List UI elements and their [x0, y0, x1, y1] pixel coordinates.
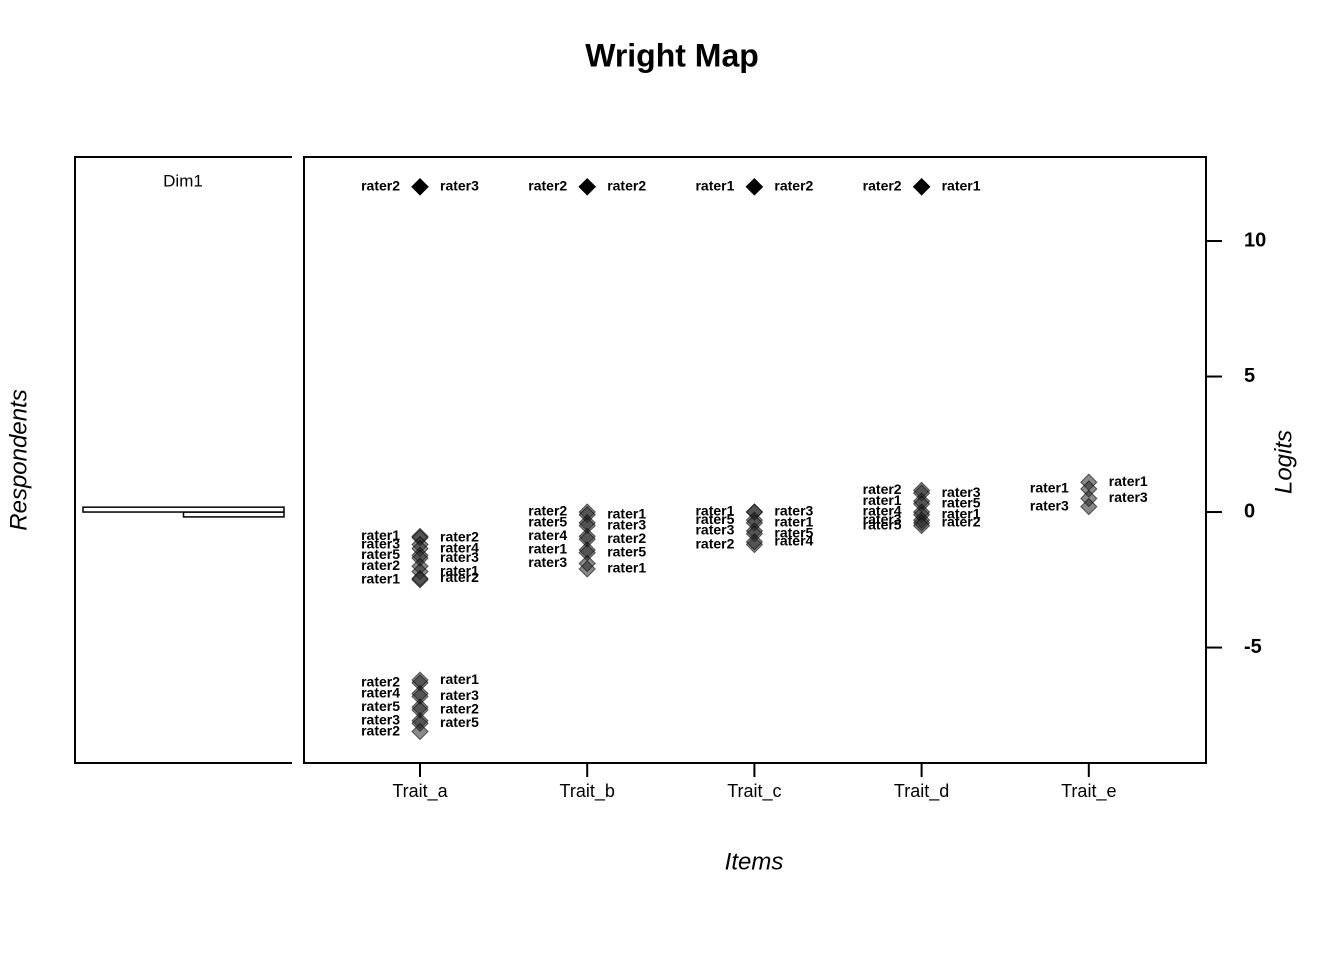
rater-label: rater5 [695, 511, 734, 527]
rater-label: rater3 [528, 554, 567, 570]
rater-label: rater2 [440, 701, 479, 717]
y-axis-label: Logits [1270, 430, 1297, 494]
rater-label: rater3 [440, 549, 479, 565]
threshold-marker [411, 569, 429, 588]
rater-label: rater4 [863, 503, 902, 519]
threshold-marker [745, 533, 764, 551]
rater-label: rater1 [440, 562, 479, 578]
rater-label: rater5 [774, 524, 813, 540]
y-tick-label: 5 [1244, 365, 1255, 387]
x-tick-label: Trait_b [560, 781, 615, 802]
y-tick-label: 10 [1244, 229, 1266, 251]
dimension-label: Dim1 [163, 171, 203, 190]
rater-label: rater2 [607, 178, 646, 194]
respondent-panel-frame [74, 156, 292, 764]
threshold-marker [745, 178, 764, 196]
rater-label: rater3 [1109, 489, 1148, 505]
threshold-marker [578, 178, 596, 196]
rater-label: rater5 [440, 714, 479, 730]
rater-label: rater1 [695, 503, 734, 519]
rater-label: rater5 [528, 514, 567, 530]
rater-label: rater3 [440, 178, 479, 194]
rater-label: rater1 [361, 570, 400, 586]
rater-label: rater2 [942, 514, 981, 530]
rater-label: rater3 [361, 711, 400, 727]
x-tick-label: Trait_e [1061, 781, 1116, 802]
rater-label: rater2 [695, 535, 734, 551]
rater-label: rater2 [440, 569, 479, 585]
rater-label: rater1 [774, 514, 813, 530]
y-tick-label: 0 [1244, 500, 1255, 522]
rater-label: rater1 [607, 560, 646, 576]
rater-label: rater1 [695, 178, 734, 194]
rater-label: rater1 [440, 671, 479, 687]
chart-title: Wright Map [585, 37, 759, 73]
rater-label: rater2 [607, 530, 646, 546]
rater-label: rater4 [528, 527, 567, 543]
rater-label: rater3 [361, 535, 400, 551]
rater-label: rater5 [607, 543, 646, 559]
rater-label: rater3 [440, 687, 479, 703]
rater-label: rater3 [695, 522, 734, 538]
rater-label: rater1 [1030, 480, 1069, 496]
rater-label: rater2 [440, 528, 479, 544]
rater-label: rater2 [528, 503, 567, 519]
threshold-marker [411, 178, 429, 196]
rater-label: rater3 [863, 511, 902, 527]
x-tick-label: Trait_a [392, 781, 448, 802]
rater-label: rater2 [361, 673, 400, 689]
rater-label: rater1 [528, 541, 567, 557]
rater-label: rater4 [440, 539, 479, 555]
rater-label: rater5 [361, 698, 400, 714]
rater-label: rater4 [361, 684, 400, 700]
rater-label: rater2 [361, 722, 400, 738]
rater-label: rater3 [942, 484, 981, 500]
threshold-marker [912, 516, 931, 535]
x-tick-label: Trait_c [727, 781, 781, 802]
rater-label: rater1 [1109, 473, 1148, 489]
rater-label: rater2 [863, 481, 902, 497]
rater-label: rater1 [361, 527, 400, 543]
x-axis-label: Items [725, 848, 784, 875]
respondents-label: Respondents [5, 389, 32, 530]
rater-label: rater1 [863, 492, 902, 508]
rater-label: rater1 [607, 505, 646, 521]
threshold-marker [578, 560, 596, 578]
x-tick-label: Trait_d [894, 781, 949, 802]
threshold-marker [411, 722, 429, 741]
rater-label: rater2 [361, 178, 400, 194]
rater-label: rater1 [942, 178, 981, 194]
rater-label: rater2 [361, 557, 400, 573]
threshold-marker [1080, 497, 1098, 516]
rater-label: rater5 [361, 546, 400, 562]
rater-label: rater1 [942, 505, 981, 521]
rater-label: rater3 [774, 503, 813, 519]
rater-label: rater5 [942, 495, 981, 511]
rater-label: rater3 [607, 516, 646, 532]
y-tick-label: -5 [1244, 636, 1262, 658]
rater-label: rater4 [774, 533, 813, 549]
histogram-bar [82, 506, 285, 513]
rater-label: rater2 [774, 178, 813, 194]
threshold-marker [912, 178, 931, 196]
rater-label: rater3 [1030, 497, 1069, 513]
rater-label: rater2 [863, 178, 902, 194]
rater-label: rater5 [863, 516, 902, 532]
rater-label: rater2 [528, 178, 567, 194]
